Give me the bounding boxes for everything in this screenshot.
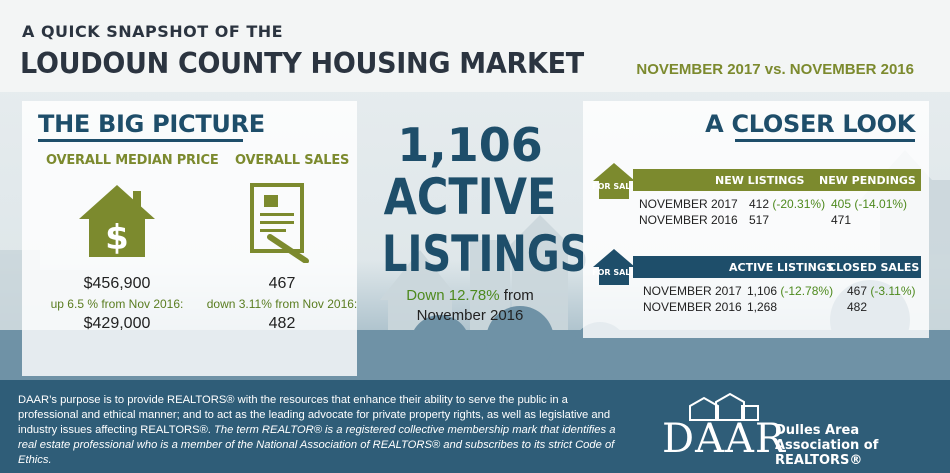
sales-previous: 482: [268, 315, 296, 332]
sales-change: down 3.11% from Nov 2016:: [206, 297, 358, 311]
table1-cell: 471: [831, 213, 852, 227]
header: A QUICK SNAPSHOT OF THE LOUDOUN COUNTY H…: [0, 0, 950, 92]
table2-header: ACTIVE LISTINGS CLOSED SALES: [633, 256, 921, 278]
closed-sales-header: CLOSED SALES: [828, 261, 920, 274]
table2-cell: 467 (-3.11%): [847, 284, 916, 298]
daar-building-logo-icon: [689, 392, 759, 421]
title-underline: [38, 139, 243, 142]
closer-look-panel: A CLOSER LOOK FOR SALE NEW LISTINGS NEW …: [583, 101, 929, 338]
active-change-period: November 2016: [416, 307, 524, 324]
listings-label: LISTINGS: [382, 225, 589, 283]
overall-sales-heading: OVERALL SALES: [235, 153, 350, 168]
footer-disclaimer: DAAR’s purpose is to provide REALTORS® w…: [18, 393, 630, 468]
table2-row: NOVEMBER 2017: [643, 284, 742, 298]
table1-cell: 405 (-14.01%): [831, 197, 908, 211]
active-change-from: from: [499, 287, 534, 304]
footer-realtor-mark: The term REALTOR® is a registered collec…: [18, 424, 616, 466]
sales-current: 467: [268, 275, 296, 292]
table1-row: NOVEMBER 2016: [639, 213, 738, 227]
new-pendings-header: NEW PENDINGS: [819, 174, 916, 187]
title-underline: [735, 139, 915, 142]
table2-cell: 1,268: [747, 300, 778, 314]
big-picture-panel: THE BIG PICTURE OVERALL MEDIAN PRICE OVE…: [22, 101, 357, 376]
footer-purpose: DAAR’s purpose is to provide REALTORS® w…: [18, 394, 611, 436]
median-price-change: up 6.5 % from Nov 2016:: [50, 297, 184, 311]
active-listings-header: ACTIVE LISTINGS: [729, 261, 834, 274]
contract-pen-icon: [250, 183, 309, 263]
date-range: NOVEMBER 2017 vs. NOVEMBER 2016: [636, 61, 914, 78]
table1-cell: 517: [749, 213, 770, 227]
median-price-heading: OVERALL MEDIAN PRICE: [46, 153, 219, 168]
active-change-percent: Down 12.78%: [406, 287, 500, 304]
active-listings-count: 1,106: [397, 118, 543, 172]
table2-cell: 482: [847, 300, 868, 314]
for-sale-house-icon: FOR SALE: [592, 163, 636, 199]
closer-look-title: A CLOSER LOOK: [705, 110, 915, 138]
svg-text:$: $: [105, 218, 129, 258]
page-title: LOUDOUN COUNTY HOUSING MARKET: [20, 48, 584, 81]
table2-cell: 1,106 (-12.78%): [747, 284, 834, 298]
table1-cell: 412 (-20.31%): [749, 197, 826, 211]
header-kicker: A QUICK SNAPSHOT OF THE: [22, 22, 284, 41]
house-dollar-icon: $: [79, 185, 155, 258]
active-listings-change: Down 12.78% from November 2016: [370, 286, 570, 326]
for-sale-house-icon: FOR SALE: [592, 249, 636, 285]
new-listings-header: NEW LISTINGS: [715, 174, 805, 187]
for-sale-badge-text: FOR SALE: [592, 182, 636, 191]
big-picture-title: THE BIG PICTURE: [38, 110, 265, 138]
median-price-previous: $429,000: [83, 315, 151, 332]
for-sale-badge-text: FOR SALE: [592, 268, 636, 277]
table1-row: NOVEMBER 2017: [639, 197, 738, 211]
daar-logo: DAAR: [662, 416, 786, 462]
table1-header: NEW LISTINGS NEW PENDINGS: [633, 169, 921, 191]
table2-row: NOVEMBER 2016: [643, 300, 742, 314]
active-label: ACTIVE: [383, 168, 557, 226]
median-price-current: $456,900: [83, 275, 151, 292]
daar-org-name: Dulles Area Association of REALTORS®: [775, 423, 879, 468]
